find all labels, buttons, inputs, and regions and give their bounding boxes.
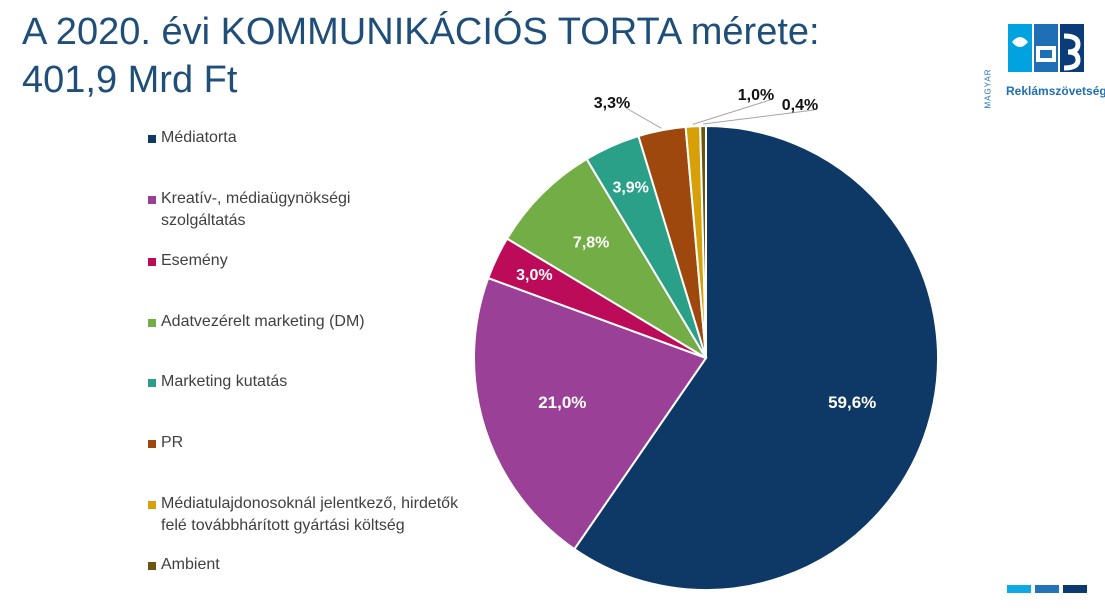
legend-item-dm: Adatvezérelt marketing (DM) (148, 311, 458, 333)
legend-swatch (148, 319, 156, 327)
pie-data-label: 3,0% (516, 267, 552, 284)
legend-swatch (148, 196, 156, 204)
pie-slice (699, 124, 707, 359)
legend-swatch (148, 562, 156, 570)
legend-label: PR (161, 434, 184, 451)
legend-item-gyartasi: Médiatulajdonosoknál jelentkező, hirdető… (148, 493, 458, 537)
legend-label: Médiatulajdonosoknál jelentkező, hirdető… (161, 495, 459, 534)
pie-slices (473, 124, 939, 591)
pie-data-label: 1,0% (738, 87, 774, 104)
pie-data-label: 0,4% (782, 97, 818, 114)
slide-title: A 2020. évi KOMMUNIKÁCIÓS TORTA mérete: … (22, 8, 922, 104)
legend-item-ambient: Ambient (148, 554, 458, 576)
logo-mark-icon (1008, 24, 1084, 72)
legend-label: Ambient (161, 556, 220, 573)
title-line-2: 401,9 Mrd Ft (22, 59, 238, 101)
leader-line (692, 99, 771, 125)
legend-item-mediatorta: Médiatorta (148, 127, 458, 149)
legend-item-pr: PR (148, 432, 458, 454)
legend-label: Adatvezérelt marketing (DM) (161, 313, 365, 330)
legend-label: Esemény (161, 252, 228, 269)
pie-slice (573, 124, 939, 591)
logo-top-text: MAGYAR (983, 68, 993, 109)
legend-item-kreativ: Kreatív-, médiaügynökségi szolgáltatás (148, 188, 458, 232)
footer-bar-dark (1063, 585, 1087, 593)
legend-label: Médiatorta (161, 129, 237, 146)
pie-data-label: 21,0% (538, 393, 586, 412)
title-line-1: A 2020. évi KOMMUNIKÁCIÓS TORTA mérete: (22, 11, 820, 53)
pie-slice (505, 157, 707, 359)
legend-label: Kreatív-, médiaügynökségi szolgáltatás (161, 190, 351, 229)
leader-line (702, 109, 815, 125)
legend-swatch (148, 135, 156, 143)
pie-labels: 59,6% 21,0% 3,0% 7,8% 3,9% 3,3% 1,0% 0,4% (516, 87, 876, 412)
leader-line (625, 107, 662, 129)
legend-item-esemeny: Esemény (148, 250, 458, 272)
legend-swatch (148, 501, 156, 509)
magyar-reklamszovetseg-logo: MAGYAR Reklámszövetség (984, 18, 1105, 109)
footer-bar-light (1007, 585, 1031, 593)
pie-data-label: 3,3% (594, 95, 630, 112)
pie-data-label: 7,8% (573, 234, 609, 251)
pie-data-label: 59,6% (828, 393, 876, 412)
legend-swatch (148, 258, 156, 266)
footer-bar-mid (1035, 585, 1059, 593)
legend-label: Marketing kutatás (161, 373, 288, 390)
logo-bottom-text: Reklámszövetség (1006, 84, 1105, 98)
pie-slice (473, 276, 708, 551)
pie-data-label: 3,9% (612, 180, 648, 197)
legend-swatch (148, 440, 156, 448)
legend-item-kutatas: Marketing kutatás (148, 371, 458, 393)
legend-swatch (148, 379, 156, 387)
